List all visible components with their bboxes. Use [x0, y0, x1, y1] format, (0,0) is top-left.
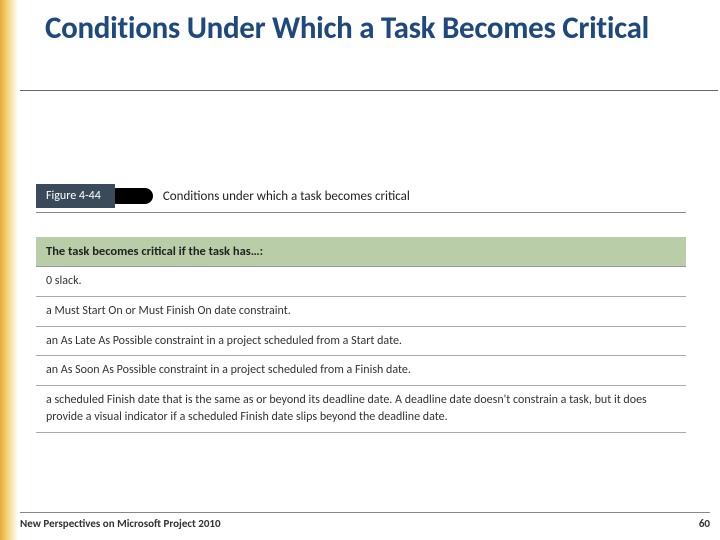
figure-divider-icon	[109, 188, 153, 204]
slide-title: Conditions Under Which a Task Becomes Cr…	[45, 10, 685, 47]
table-row: 0 slack.	[36, 267, 686, 297]
figure-header-rule	[36, 212, 686, 213]
table-header: The task becomes critical if the task ha…	[36, 237, 686, 267]
table-row: a scheduled Finish date that is the same…	[36, 386, 686, 433]
figure-caption: Conditions under which a task becomes cr…	[163, 189, 410, 204]
slide-footer: New Perspectives on Microsoft Project 20…	[20, 512, 710, 530]
slide-title-area: Conditions Under Which a Task Becomes Cr…	[45, 10, 685, 47]
figure-header: Figure 4-44 Conditions under which a tas…	[36, 183, 686, 209]
table-row: a Must Start On or Must Finish On date c…	[36, 297, 686, 327]
figure-container: Figure 4-44 Conditions under which a tas…	[36, 183, 686, 433]
figure-label: Figure 4-44	[36, 184, 115, 208]
table-row: an As Late As Possible constraint in a p…	[36, 327, 686, 357]
title-underline	[20, 90, 718, 91]
footer-source: New Perspectives on Microsoft Project 20…	[20, 517, 221, 530]
footer-page-number: 60	[699, 517, 710, 530]
slide-left-border	[0, 0, 18, 540]
conditions-table: The task becomes critical if the task ha…	[36, 237, 686, 433]
table-row: an As Soon As Possible constraint in a p…	[36, 356, 686, 386]
